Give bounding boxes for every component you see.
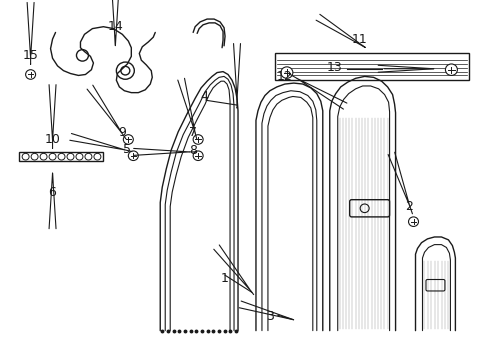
Circle shape: [193, 151, 203, 161]
Circle shape: [193, 135, 203, 144]
Text: 10: 10: [44, 133, 61, 146]
Text: 13: 13: [326, 61, 342, 74]
Circle shape: [407, 217, 418, 226]
Text: 11: 11: [351, 33, 367, 46]
Text: 1: 1: [221, 271, 228, 284]
Text: 14: 14: [107, 20, 123, 33]
Circle shape: [123, 135, 133, 144]
Text: 9: 9: [118, 126, 126, 139]
Text: 7: 7: [189, 126, 197, 139]
Text: 8: 8: [189, 144, 197, 157]
Circle shape: [128, 151, 138, 161]
Text: 5: 5: [123, 143, 131, 156]
Text: 12: 12: [276, 70, 292, 83]
Text: 4: 4: [200, 90, 207, 103]
Text: 15: 15: [22, 49, 39, 62]
Circle shape: [280, 67, 292, 78]
Text: 3: 3: [265, 310, 273, 323]
Text: 6: 6: [48, 185, 57, 199]
Circle shape: [445, 64, 456, 76]
Bar: [19, 152, 103, 162]
Bar: [274, 53, 468, 80]
Text: 2: 2: [405, 200, 413, 213]
Circle shape: [25, 70, 36, 79]
